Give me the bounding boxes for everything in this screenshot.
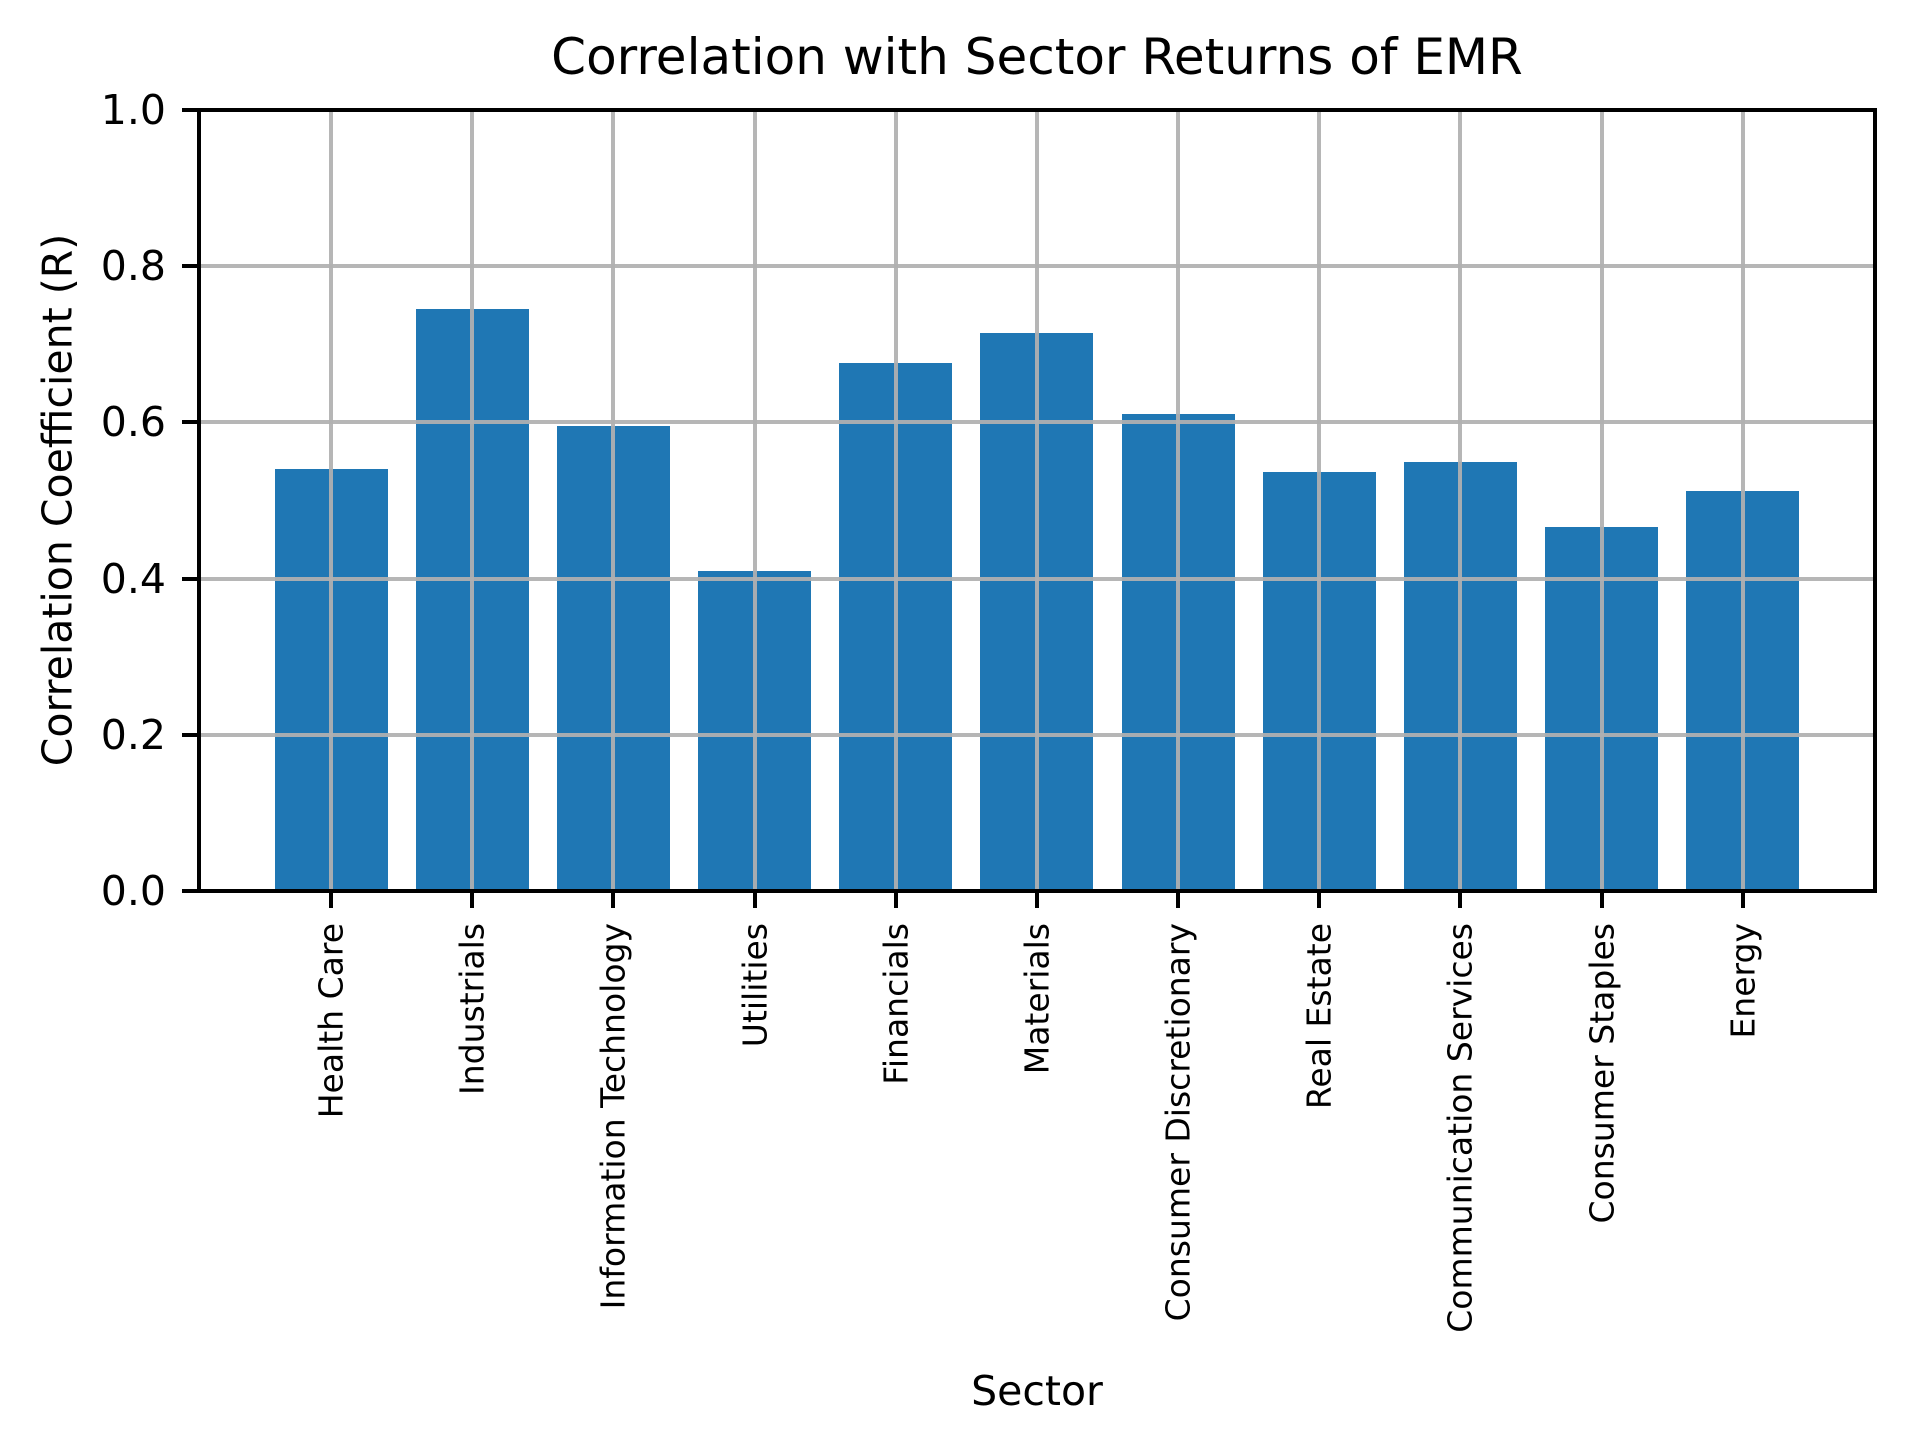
y-tick-label-0.4: 0.4 xyxy=(100,554,166,603)
gridline-horizontal xyxy=(199,732,1875,737)
x-axis-label: Sector xyxy=(971,1367,1103,1415)
y-tick-label-1.0: 1.0 xyxy=(100,86,166,134)
x-tick-mark xyxy=(1458,891,1463,908)
x-tick-mark xyxy=(1034,891,1039,908)
y-tick-label-0.2: 0.2 xyxy=(100,710,166,759)
y-tick-label-0.6: 0.6 xyxy=(100,398,166,447)
gridline-vertical xyxy=(752,110,757,891)
gridline-horizontal xyxy=(199,264,1875,269)
y-tick-label-0.0: 0.0 xyxy=(100,867,166,915)
gridline-horizontal xyxy=(199,576,1875,581)
y-tick-mark xyxy=(182,889,199,893)
gridline-vertical xyxy=(1317,110,1322,891)
gridline-vertical xyxy=(1176,110,1181,891)
y-tick-mark xyxy=(182,576,199,581)
x-tick-mark xyxy=(1176,891,1181,908)
y-tick-label-0.8: 0.8 xyxy=(100,242,166,291)
gridline-vertical xyxy=(611,110,616,891)
gridline-vertical xyxy=(1740,110,1745,891)
x-tick-mark xyxy=(752,891,757,908)
gridline-vertical xyxy=(1599,110,1604,891)
gridline-horizontal xyxy=(199,420,1875,425)
y-tick-mark xyxy=(182,732,199,737)
x-tick-mark xyxy=(611,891,616,908)
gridline-vertical xyxy=(1034,110,1039,891)
gridline-vertical xyxy=(329,110,333,891)
x-tick-mark xyxy=(893,891,898,908)
x-tick-mark xyxy=(1599,891,1604,908)
gridline-vertical xyxy=(470,110,475,891)
y-tick-mark xyxy=(182,420,199,425)
y-tick-mark xyxy=(182,108,199,112)
x-tick-mark xyxy=(329,891,333,908)
x-tick-mark xyxy=(1317,891,1322,908)
gridline-vertical xyxy=(1458,110,1463,891)
x-tick-mark xyxy=(1740,891,1745,908)
x-tick-mark xyxy=(470,891,475,908)
chart-title: Correlation with Sector Returns of EMR xyxy=(551,28,1523,86)
gridline-vertical xyxy=(893,110,898,891)
y-tick-mark xyxy=(182,264,199,269)
